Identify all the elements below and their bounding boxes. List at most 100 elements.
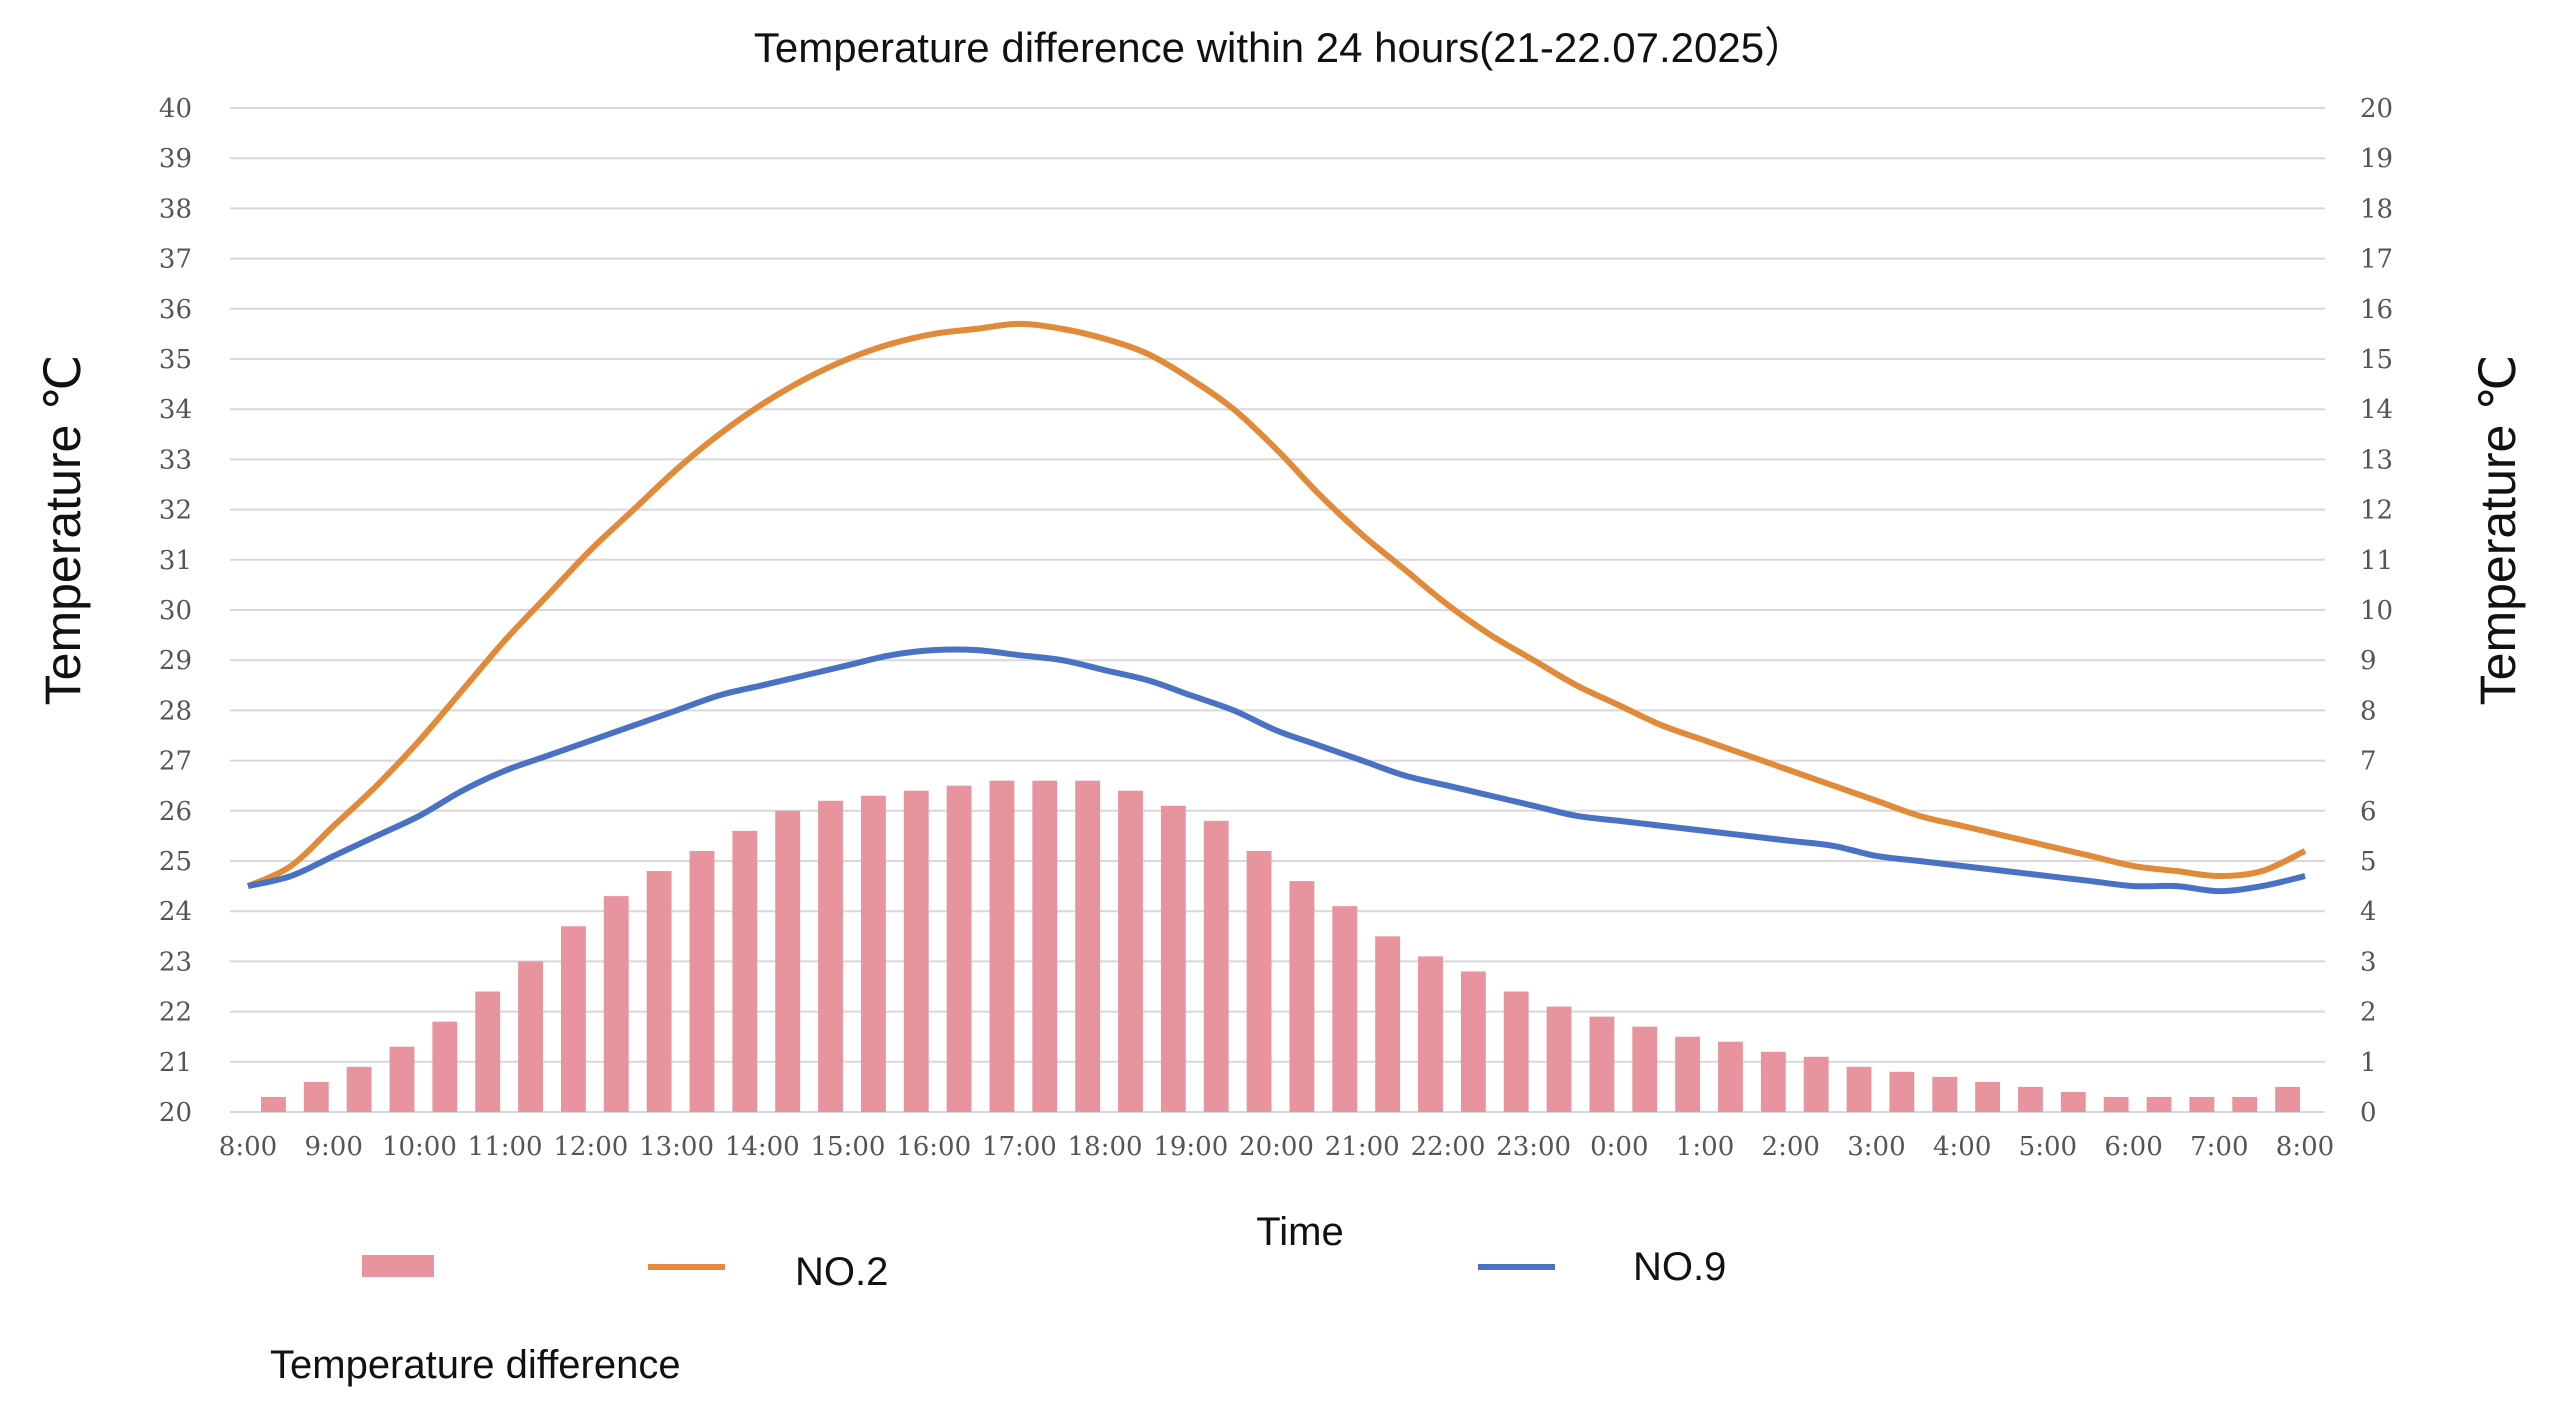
right-tick-label: 12 bbox=[2360, 496, 2393, 526]
bar bbox=[1932, 1076, 1958, 1112]
left-tick-label: 34 bbox=[159, 395, 192, 425]
bar bbox=[989, 780, 1015, 1112]
x-tick-label: 14:00 bbox=[725, 1132, 800, 1162]
bar bbox=[518, 961, 543, 1112]
bar bbox=[1632, 1026, 1658, 1112]
right-tick-label: 8 bbox=[2360, 696, 2377, 726]
right-tick-label: 9 bbox=[2360, 646, 2377, 676]
x-tick-label: 18:00 bbox=[1068, 1132, 1143, 1162]
bar bbox=[1760, 1051, 1786, 1112]
bar bbox=[346, 1066, 372, 1112]
bar bbox=[775, 810, 801, 1112]
x-tick-label: 2:00 bbox=[1762, 1132, 1820, 1162]
right-tick-label: 2 bbox=[2360, 998, 2377, 1028]
left-tick-label: 23 bbox=[159, 947, 192, 977]
temperature-difference-bars bbox=[260, 780, 2301, 1112]
right-tick-label: 6 bbox=[2360, 797, 2377, 827]
right-tick-label: 4 bbox=[2360, 897, 2377, 927]
bar bbox=[1118, 790, 1143, 1112]
x-tick-label: 8:00 bbox=[2276, 1132, 2334, 1162]
right-axis-title: Temperature ℃ bbox=[2470, 355, 2526, 706]
bar bbox=[1718, 1041, 1743, 1112]
temperature-lines bbox=[246, 320, 2307, 895]
x-axis-ticks: 8:00 9:00 10:00 11:00 12:00 13:00 14:00 15:00 16… bbox=[219, 1132, 2334, 1162]
x-tick-label: 20:00 bbox=[1239, 1132, 1314, 1162]
left-tick-label: 22 bbox=[159, 998, 192, 1028]
right-tick-label: 3 bbox=[2360, 947, 2377, 977]
bar bbox=[1675, 1036, 1701, 1112]
right-tick-label: 5 bbox=[2360, 847, 2377, 877]
left-tick-label: 30 bbox=[159, 596, 192, 626]
bar bbox=[1503, 991, 1529, 1112]
left-tick-label: 28 bbox=[159, 696, 192, 726]
x-tick-label: 22:00 bbox=[1410, 1132, 1485, 1162]
bar bbox=[1846, 1066, 1872, 1112]
left-tick-label: 25 bbox=[159, 847, 192, 877]
bar bbox=[732, 830, 758, 1112]
right-tick-label: 17 bbox=[2360, 245, 2393, 275]
left-tick-label: 20 bbox=[159, 1098, 192, 1128]
bar bbox=[2275, 1086, 2301, 1112]
left-tick-label: 40 bbox=[159, 94, 192, 124]
right-tick-label: 18 bbox=[2360, 194, 2393, 224]
x-tick-label: 12:00 bbox=[553, 1132, 628, 1162]
bar bbox=[689, 850, 715, 1112]
bar bbox=[560, 926, 586, 1112]
x-axis-title: Time bbox=[1256, 1210, 1343, 1254]
bar bbox=[903, 790, 929, 1112]
bar bbox=[2232, 1096, 2258, 1112]
bar bbox=[2189, 1096, 2215, 1112]
x-tick-label: 6:00 bbox=[2104, 1132, 2162, 1162]
bar bbox=[860, 795, 886, 1112]
series-line-no2 bbox=[246, 320, 2307, 889]
right-tick-label: 10 bbox=[2360, 596, 2393, 626]
legend: Temperature difference NO.2 NO.9 bbox=[270, 1245, 1726, 1387]
x-tick-label: 4:00 bbox=[1933, 1132, 1991, 1162]
x-tick-label: 11:00 bbox=[468, 1132, 543, 1162]
legend-label-temperature-difference: Temperature difference bbox=[270, 1343, 681, 1387]
x-tick-label: 16:00 bbox=[896, 1132, 971, 1162]
bar bbox=[1203, 820, 1229, 1112]
left-tick-label: 27 bbox=[159, 747, 192, 777]
right-tick-label: 1 bbox=[2360, 1048, 2377, 1078]
x-tick-label: 21:00 bbox=[1325, 1132, 1400, 1162]
left-tick-label: 29 bbox=[159, 646, 192, 676]
bar bbox=[1075, 780, 1101, 1112]
left-tick-label: 33 bbox=[159, 445, 192, 475]
x-tick-label: 13:00 bbox=[639, 1132, 714, 1162]
bar bbox=[2103, 1096, 2129, 1112]
x-tick-label: 5:00 bbox=[2019, 1132, 2077, 1162]
left-axis-ticks: 20 21 22 23 24 25 26 27 28 29 30 31 32 33 34 35 36 37 38 39… bbox=[159, 94, 192, 1128]
series-line-no9 bbox=[247, 646, 2306, 895]
right-tick-label: 16 bbox=[2360, 295, 2393, 325]
bar bbox=[1803, 1056, 1829, 1112]
x-tick-label: 1:00 bbox=[1676, 1132, 1734, 1162]
left-tick-label: 35 bbox=[159, 345, 192, 375]
bar bbox=[2018, 1086, 2043, 1112]
x-tick-label: 8:00 bbox=[219, 1132, 277, 1162]
right-tick-label: 7 bbox=[2360, 747, 2377, 777]
bar bbox=[1375, 936, 1401, 1112]
chart-title: Temperature difference within 24 hours(2… bbox=[754, 24, 1806, 71]
x-tick-label: 15:00 bbox=[810, 1132, 885, 1162]
left-tick-label: 31 bbox=[159, 546, 192, 576]
bar bbox=[1460, 971, 1486, 1112]
bar bbox=[1975, 1081, 2001, 1112]
x-tick-label: 17:00 bbox=[982, 1132, 1057, 1162]
bar bbox=[946, 785, 972, 1112]
bar bbox=[818, 800, 843, 1112]
bar bbox=[1332, 906, 1358, 1112]
bar bbox=[1418, 956, 1443, 1112]
bar bbox=[1032, 780, 1058, 1112]
left-axis-title: Temperature ℃ bbox=[35, 355, 91, 706]
x-tick-label: 3:00 bbox=[1847, 1132, 1905, 1162]
bar bbox=[432, 1021, 458, 1112]
left-tick-label: 36 bbox=[159, 295, 192, 325]
left-tick-label: 32 bbox=[159, 496, 192, 526]
x-tick-label: 10:00 bbox=[382, 1132, 457, 1162]
x-tick-label: 7:00 bbox=[2190, 1132, 2248, 1162]
bar bbox=[2146, 1096, 2172, 1112]
bar bbox=[303, 1081, 329, 1112]
bar bbox=[1589, 1016, 1615, 1112]
